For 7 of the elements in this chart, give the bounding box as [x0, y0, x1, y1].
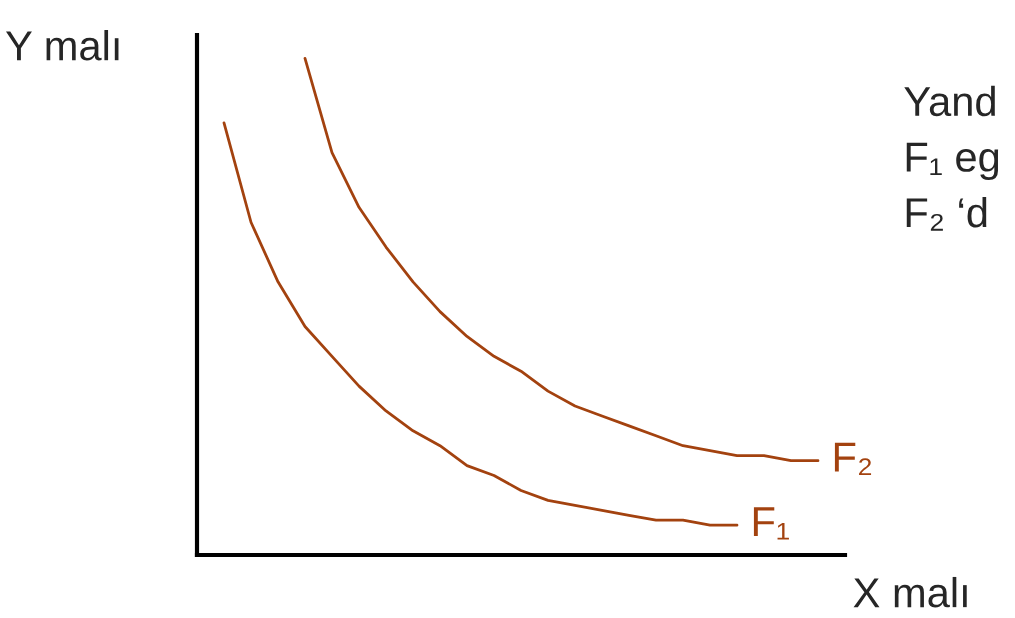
- series-label: F₁: [753, 507, 789, 540]
- series-label: F₂: [834, 442, 872, 475]
- text: Yand: [904, 85, 995, 117]
- text: F₁ eg: [906, 142, 999, 181]
- text: F₂ ‘d: [906, 196, 987, 231]
- x-axis-title: X malı: [853, 576, 967, 608]
- y-axis-title: Y malı: [5, 30, 119, 61]
